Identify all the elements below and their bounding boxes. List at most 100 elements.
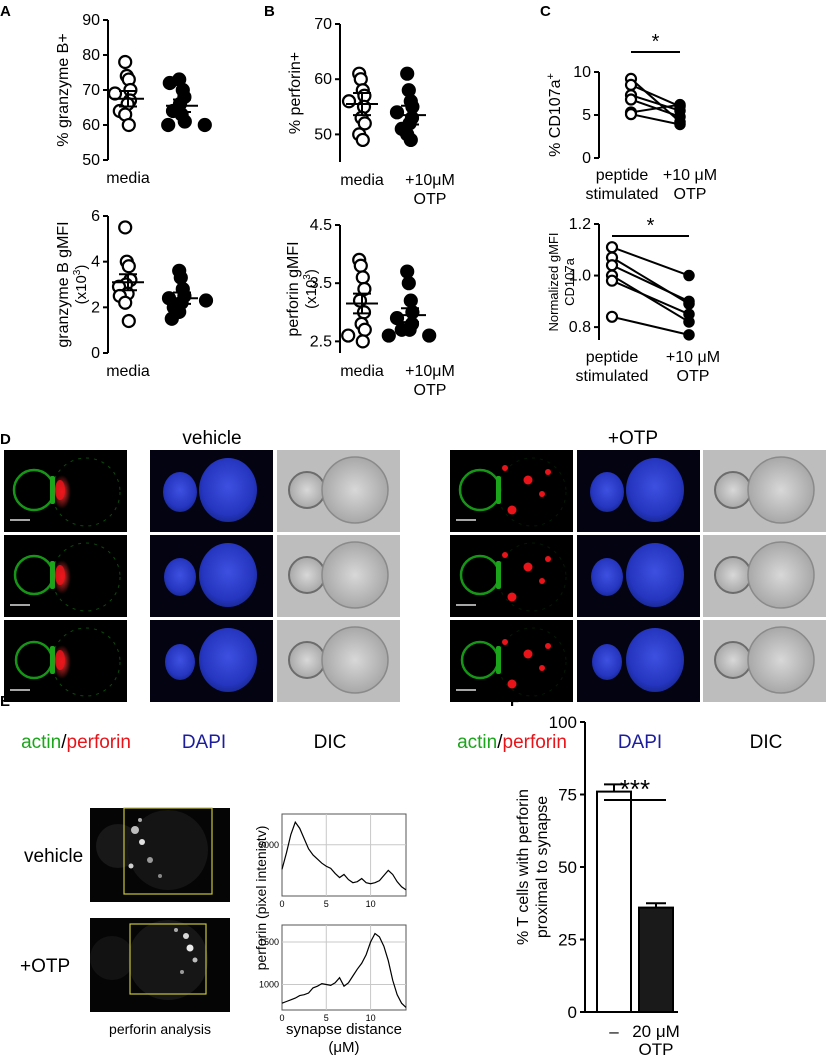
y-tick-label: 0 [568,1003,577,1022]
dic-tcell [714,471,752,509]
x-category-label-line2: stimulated [576,368,649,385]
dic-label-otp: DIC [750,732,783,753]
dic-target [747,541,815,609]
otp-label-E: +OTP [20,956,70,977]
y-tick-label: 50 [558,858,577,877]
data-point-after [683,269,695,282]
perforin-spot [507,505,517,515]
y-tick-label: 80 [82,47,100,64]
data-point-open [356,305,372,320]
x-tick-label: 10 [366,899,376,909]
data-point-before [605,259,619,272]
chart-granzyme-gmfi: 0 2 4 6 granzyme B gMFI (x103) media [55,208,214,380]
data-point-before [624,108,638,121]
data-point-filled [401,276,416,291]
slash: / [61,732,67,753]
data-point-after [683,295,695,308]
dic-target [321,456,389,524]
pair-line [630,103,681,114]
micrograph-dic [703,535,826,617]
dic-tcell [288,641,326,679]
data-point-open [355,270,370,285]
unit-sup: 3 [72,269,83,275]
y-tick-label: 90 [82,12,100,29]
micrograph-actin-perforin [450,620,573,702]
data-point-open [107,86,123,101]
x-tick-label: 0 [279,899,284,909]
data-point-open [118,295,133,310]
bar [638,906,674,1013]
perforin-image-vehicle [90,807,230,902]
y-tick-label: 50 [314,126,332,143]
y-tick-label: 70 [314,16,332,33]
significance-star: * [647,215,655,237]
data-point-filled [403,132,418,148]
perforin-spot [507,679,517,689]
nucleus-target [199,628,257,692]
pair-line [611,246,690,277]
micrograph-dapi [577,450,700,532]
x-tick-label: 0 [279,1013,284,1023]
unit-end: ) [73,265,90,270]
dic-target [321,626,389,694]
data-point-open [357,281,372,297]
perforin-spot [523,562,533,572]
y-axis-label-line2: proximal to synapse [534,796,551,938]
y-tick-label: 70 [82,82,100,99]
intensity-line [281,820,407,891]
data-point-after [674,118,686,131]
significance-star: * [652,31,660,53]
y-tick-label: 75 [558,786,577,805]
micrograph-actin-perforin [4,450,127,532]
perforin-analysis-label: perforin analysis [109,1021,211,1037]
y-axis-label: perforin gMFI [285,241,302,336]
channel-label-otp: actin/perforin [457,732,567,753]
profile-xlabel: synapse distance [286,1021,402,1038]
data-point-filled [173,270,188,285]
x-category-label: – [609,1022,619,1041]
x-tick-label: 5 [324,1013,329,1023]
unit-end: ) [303,269,320,274]
y-axis-label: % granzyme B+ [55,33,72,146]
y-tick-label: 6 [91,208,100,225]
x-category-label: +10 μM [666,349,720,366]
micrograph-actin-perforin [450,535,573,617]
dapi-label-vehicle: DAPI [182,732,226,753]
significance-stars: *** [620,774,650,804]
x-category-label: peptide [596,167,649,184]
y-tick-label: 1.2 [569,216,591,233]
y-tick-label: 0 [582,150,591,167]
perforin-spot [523,475,533,485]
data-point-filled [389,105,405,120]
unit-text: (x10 [303,280,320,309]
perforin-spot [545,643,551,649]
panel-label-B: B [264,3,275,20]
panel-label-A: A [0,3,11,20]
x-category-label-line2: OTP [674,186,707,203]
perforin-spot [539,665,545,671]
micrograph-dic [277,450,400,532]
data-point-after [674,98,686,111]
x-category-label: peptide [586,349,639,366]
perforin-label-otp: perforin [503,732,567,753]
perforin-spot [502,552,508,558]
dapi-label-otp: DAPI [618,732,662,753]
x-tick-label: 5 [324,899,329,909]
data-point-filled [401,83,416,98]
y-axis-label: % CD107a+ [545,73,564,157]
x-category-label: media [340,363,384,380]
perforin-spot [545,469,551,475]
x-tick-label: 10 [366,1013,376,1023]
data-point-open [121,117,136,133]
perforin-core [55,480,65,500]
x-category-label: 20 μM [632,1022,680,1041]
x-category-label-line2: OTP [677,368,710,385]
x-category-label: +10 μM [663,167,717,184]
micrograph-dic [703,450,826,532]
y-tick-label: 60 [314,71,332,88]
perforin-label: perforin [67,732,131,753]
nucleus-target [199,458,257,522]
y-axis-label-unit: (x103) [72,265,90,305]
label-sup: + [545,73,557,79]
y-tick-label: 5 [582,107,591,124]
